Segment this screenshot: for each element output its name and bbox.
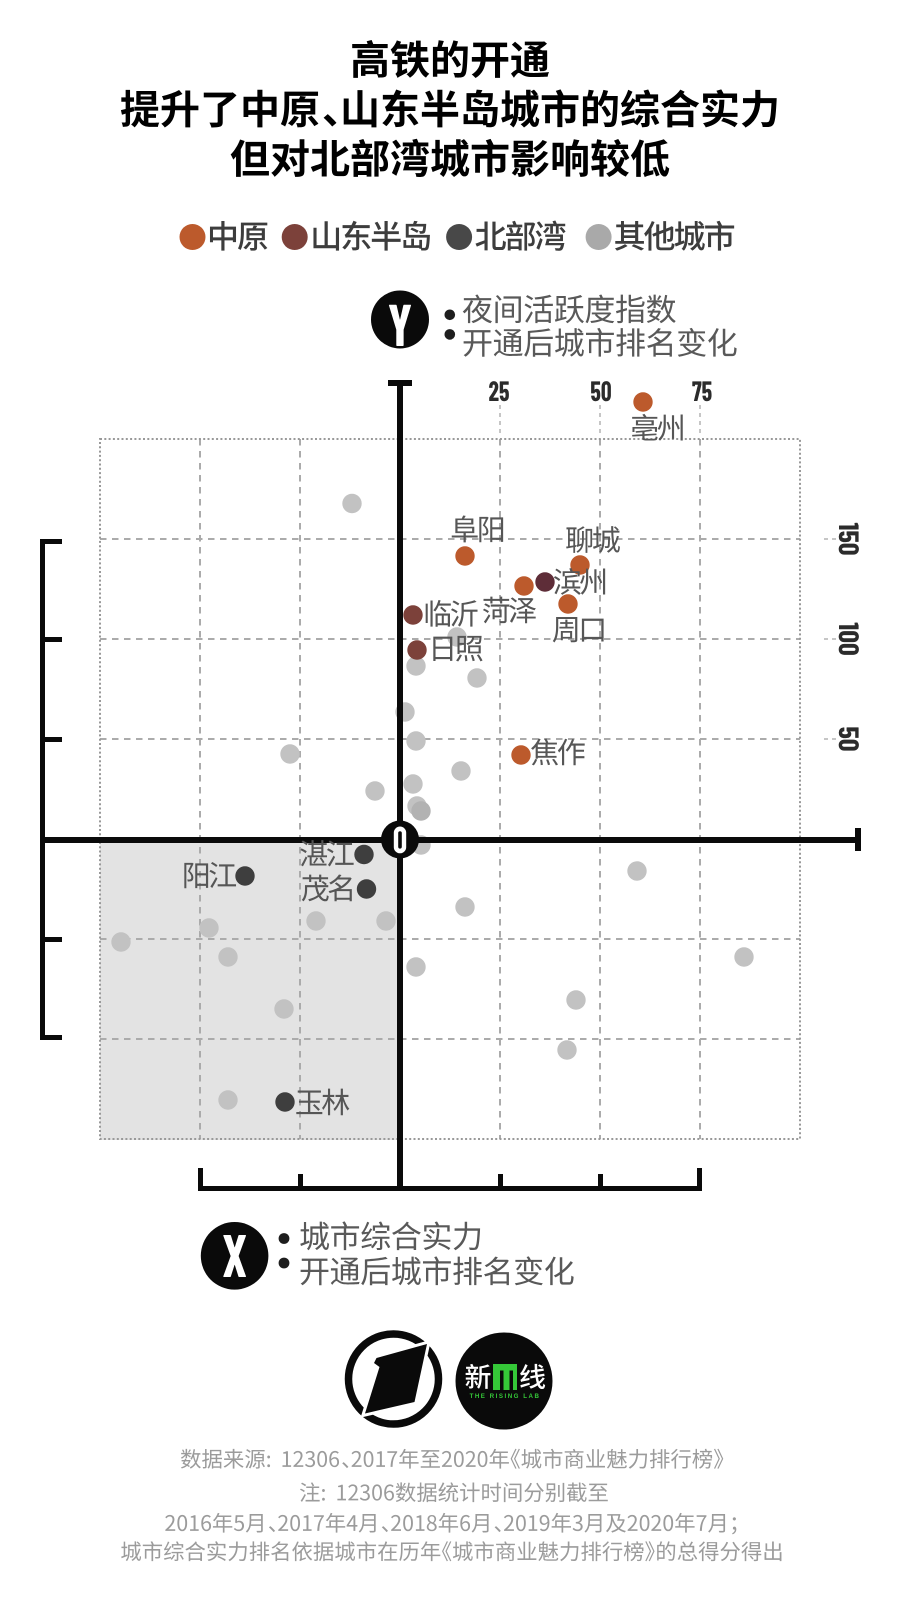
svg-text:THE RISING LAB: THE RISING LAB xyxy=(470,1393,541,1400)
